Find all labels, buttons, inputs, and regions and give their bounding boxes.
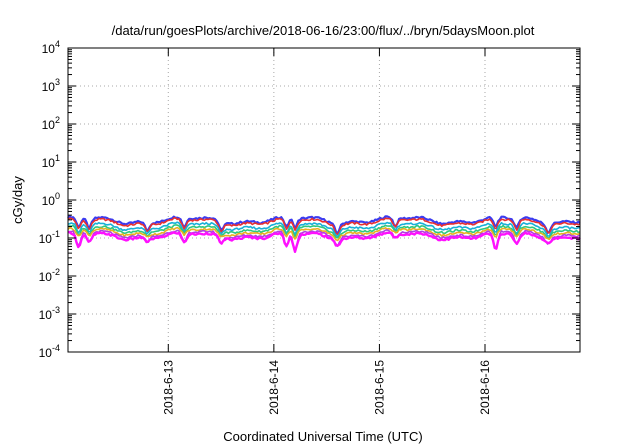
- y-tick-label: 10-2: [39, 267, 60, 284]
- y-axis-ticks: 10-4 10-3 10-2 10-1 100 101 102 103 104: [39, 39, 580, 360]
- series-line: [67, 226, 581, 242]
- series-line: [67, 224, 581, 239]
- x-axis-ticks: 2018-6-13 2018-6-14 2018-6-15 2018-6-16: [161, 48, 492, 415]
- y-tick-label: 10-1: [39, 229, 60, 246]
- series-line: [67, 217, 581, 236]
- y-tick-label: 10-3: [39, 305, 60, 322]
- x-tick-label: 2018-6-16: [478, 360, 492, 415]
- grid-lines: [68, 48, 580, 352]
- chart-title: /data/run/goesPlots/archive/2018-06-16/2…: [112, 23, 535, 38]
- x-axis-label: Coordinated Universal Time (UTC): [223, 429, 422, 444]
- y-tick-label: 102: [42, 115, 60, 132]
- y-tick-label: 101: [42, 153, 60, 170]
- series-line: [67, 221, 581, 238]
- y-tick-label: 10-4: [39, 343, 60, 360]
- series-line: [67, 230, 581, 254]
- series-lines: [67, 215, 581, 254]
- x-tick-label: 2018-6-15: [372, 360, 386, 415]
- y-tick-label: 100: [42, 191, 60, 208]
- y-axis-label: cGy/day: [10, 176, 25, 224]
- y-tick-label: 104: [42, 39, 60, 56]
- x-tick-label: 2018-6-13: [161, 360, 175, 415]
- y-tick-label: 103: [42, 77, 60, 94]
- x-tick-label: 2018-6-14: [267, 360, 281, 415]
